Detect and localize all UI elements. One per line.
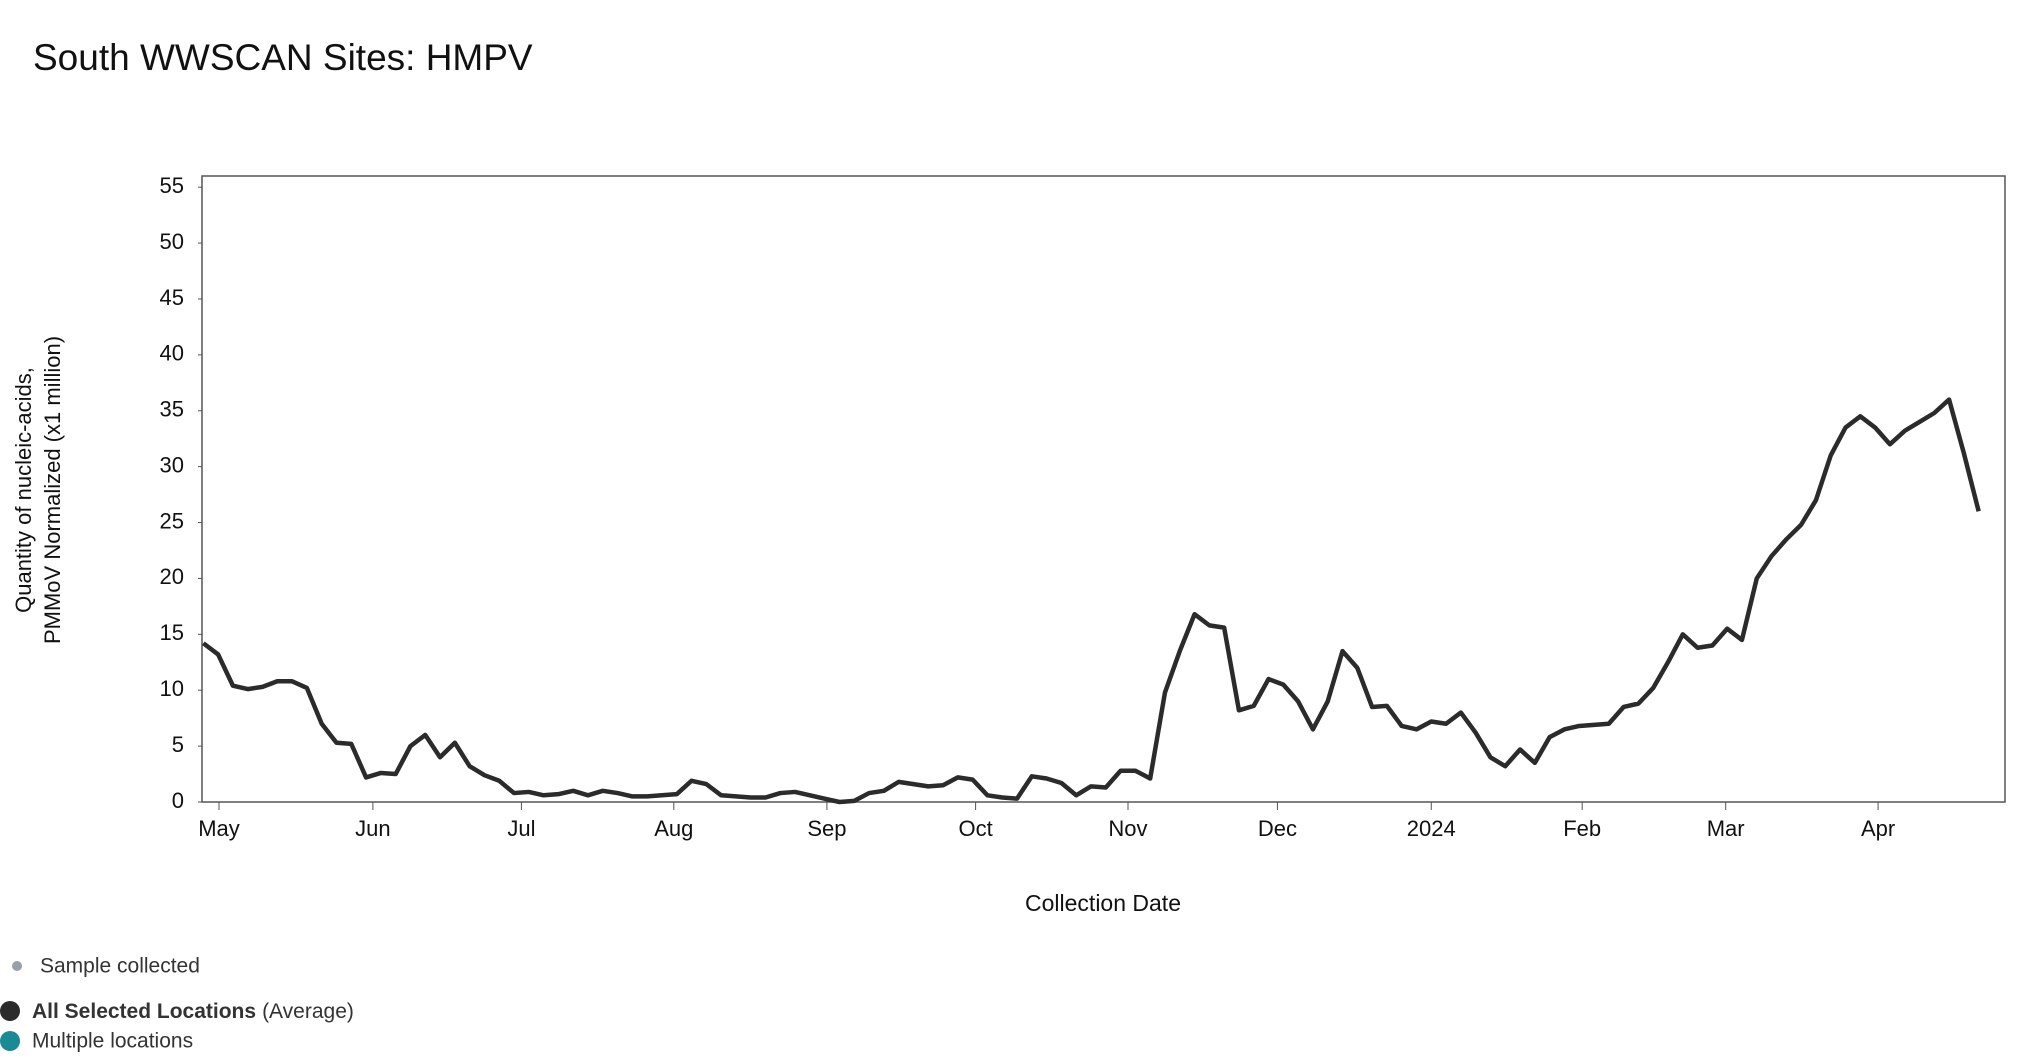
x-tick-label: Aug <box>654 816 693 841</box>
legend-label: All Selected Locations (Average) <box>32 1000 354 1023</box>
plot-frame <box>201 175 2006 803</box>
y-tick-label: 35 <box>160 397 184 422</box>
x-tick-label: Jul <box>507 816 535 841</box>
y-tick-label: 50 <box>160 229 184 254</box>
y-tick-label: 0 <box>172 788 184 813</box>
x-tick-label: Jun <box>355 816 390 841</box>
x-tick-label: Sep <box>807 816 846 841</box>
legend-marker <box>0 1031 20 1051</box>
legend-marker <box>0 1001 20 1021</box>
y-tick-label: 45 <box>160 285 184 310</box>
legend-series-name: All Selected Locations <box>32 1000 256 1023</box>
y-tick-label: 25 <box>160 508 184 533</box>
data-line <box>201 397 1981 805</box>
legend-label: Sample collected <box>40 955 200 978</box>
legend-series-note: (Average) <box>262 1000 354 1023</box>
x-tick-label: Mar <box>1707 816 1745 841</box>
x-tick-label: May <box>198 816 240 841</box>
x-tick-label: Oct <box>958 816 992 841</box>
y-axis-label: Quantity of nucleic-acids, <box>11 367 36 613</box>
y-tick-label: 40 <box>160 341 184 366</box>
chart-title: South WWSCAN Sites: HMPV <box>33 37 533 78</box>
x-tick-label: Feb <box>1563 816 1601 841</box>
x-tick-label: 2024 <box>1407 816 1456 841</box>
y-tick-label: 15 <box>160 620 184 645</box>
legend-marker <box>12 961 22 971</box>
y-tick-label: 5 <box>172 732 184 757</box>
legend-label: Multiple locations <box>32 1030 193 1053</box>
y-tick-label: 10 <box>160 676 184 701</box>
x-tick-label: Dec <box>1258 816 1297 841</box>
y-tick-label: 20 <box>160 564 184 589</box>
x-tick-label: Nov <box>1108 816 1147 841</box>
x-tick-label: Apr <box>1861 816 1895 841</box>
x-axis-label: Collection Date <box>1025 890 1181 916</box>
y-axis-label: PMMoV Normalized (x1 million) <box>40 336 65 644</box>
y-tick-label: 55 <box>160 173 184 198</box>
y-tick-label: 30 <box>160 452 184 477</box>
